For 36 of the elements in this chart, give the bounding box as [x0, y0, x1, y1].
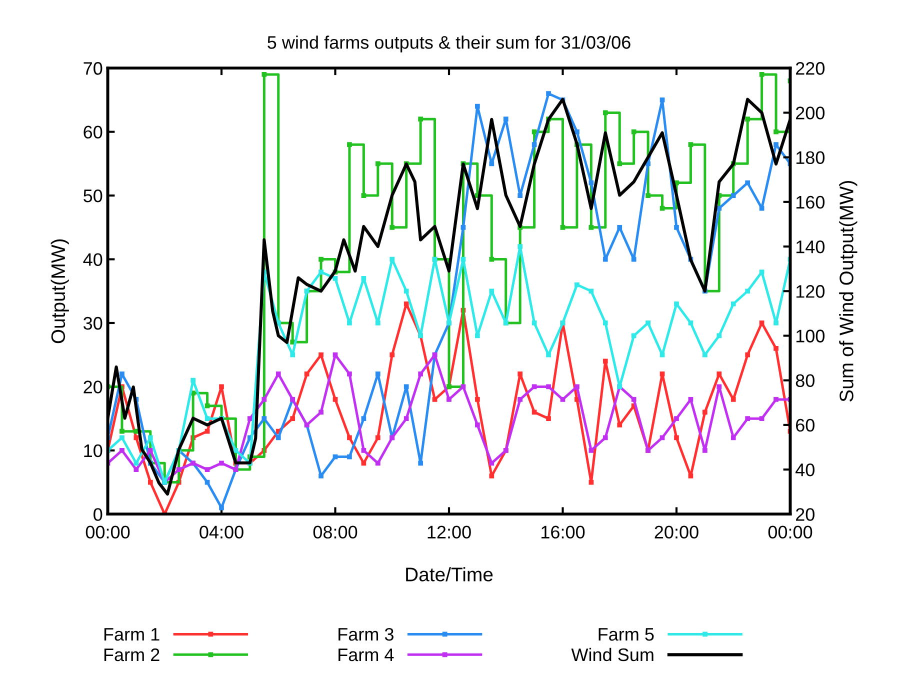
legend-label: Farm 2 — [104, 648, 160, 662]
y-tick-label: 30 — [84, 316, 102, 330]
y2-tick-label: 180 — [796, 151, 825, 164]
x-tick-label: 16:00 — [542, 526, 585, 539]
y-tick-label: 40 — [83, 253, 102, 266]
x-tick-label: 12:00 — [428, 526, 471, 539]
y-axis-title: Output(MW) — [50, 239, 69, 344]
y-tick-label: 70 — [84, 62, 102, 75]
y2-tick-label: 220 — [796, 62, 825, 75]
x-tick-label: 04:00 — [200, 526, 244, 539]
y-tick-label: 60 — [84, 126, 102, 139]
y-tick-label: 50 — [84, 189, 102, 202]
y2-tick-label: 100 — [796, 330, 825, 342]
x-tick-label: 00:00 — [768, 526, 812, 539]
legend-label: Farm 5 — [598, 628, 654, 641]
y2-tick-label: 60 — [796, 418, 814, 432]
legend-label: Farm 1 — [104, 628, 160, 641]
y2-tick-label: 120 — [796, 285, 825, 298]
y2-tick-label: 40 — [796, 463, 814, 476]
y-tick-label: 0 — [94, 508, 102, 521]
legend-label: Farm 3 — [338, 628, 394, 641]
chart-title: 5 wind farms outputs & their sum for 31/03/06 — [268, 36, 630, 52]
y2-axis-title: Sum of Wind Output(MW) — [839, 181, 858, 402]
legend-label: Wind Sum — [571, 648, 654, 662]
legend-label: Farm 4 — [338, 648, 394, 662]
y-tick-label: 20 — [84, 380, 102, 394]
y2-tick-label: 20 — [796, 508, 814, 521]
y2-tick-label: 160 — [796, 196, 825, 209]
x-axis-title: Date/Time — [406, 567, 493, 582]
y-tick-label: 10 — [84, 444, 102, 458]
x-tick-label: 08:00 — [313, 526, 358, 539]
y2-tick-label: 80 — [796, 374, 814, 388]
x-tick-label: 00:00 — [86, 526, 130, 539]
y2-tick-label: 140 — [796, 240, 825, 254]
y2-tick-label: 200 — [796, 106, 825, 120]
x-tick-label: 20:00 — [654, 526, 698, 539]
